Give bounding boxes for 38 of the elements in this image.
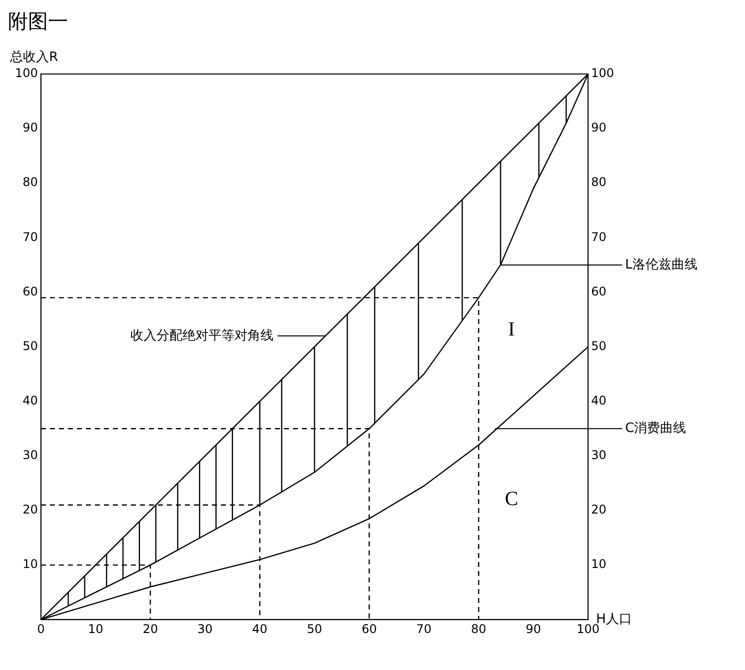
x-tick-label: 80 — [471, 622, 486, 636]
x-tick-label: 40 — [252, 622, 268, 636]
y-tick-label: 40 — [22, 393, 38, 408]
y-axis-title: 总收入R — [9, 50, 58, 65]
x-tick-label: 10 — [88, 622, 104, 636]
y2-tick-label: 20 — [591, 502, 606, 517]
x-tick-label: 90 — [526, 622, 542, 636]
y2-tick-label: 90 — [591, 120, 606, 135]
x-tick-label: 60 — [362, 622, 377, 636]
annotation: I — [508, 318, 515, 341]
y2-tick-label: 100 — [591, 66, 614, 80]
annotation: C消费曲线 — [625, 421, 686, 436]
annotation: C — [504, 488, 518, 510]
y-tick-label: 90 — [22, 120, 38, 135]
x-tick-label: 0 — [37, 622, 45, 636]
y2-tick-label: 60 — [591, 284, 606, 298]
x-tick-label: 100 — [576, 622, 600, 636]
y2-tick-label: 70 — [591, 230, 606, 244]
annotation: L洛伦兹曲线 — [625, 257, 698, 272]
y2-tick-label: 10 — [591, 557, 606, 572]
x-tick-label: 70 — [416, 622, 432, 636]
y-tick-label: 80 — [22, 175, 38, 190]
y2-tick-label: 80 — [591, 175, 606, 190]
y-tick-label: 70 — [22, 230, 38, 244]
y-tick-label: 30 — [22, 448, 38, 462]
chart-title: 附图一 — [8, 8, 69, 34]
y-tick-label: 10 — [22, 557, 38, 572]
x-tick-label: 30 — [197, 622, 213, 636]
y2-tick-label: 40 — [591, 393, 606, 408]
y-tick-label: 20 — [22, 502, 38, 517]
x-tick-label: 50 — [306, 622, 322, 636]
y2-tick-label: 30 — [591, 448, 606, 462]
annotation: 收入分配绝对平等对角线 — [130, 328, 274, 344]
y-tick-label: 100 — [15, 66, 38, 80]
x-tick-label: 20 — [142, 622, 158, 636]
y-tick-label: 60 — [22, 284, 38, 298]
y-tick-label: 50 — [22, 338, 38, 353]
y2-tick-label: 50 — [591, 338, 606, 353]
